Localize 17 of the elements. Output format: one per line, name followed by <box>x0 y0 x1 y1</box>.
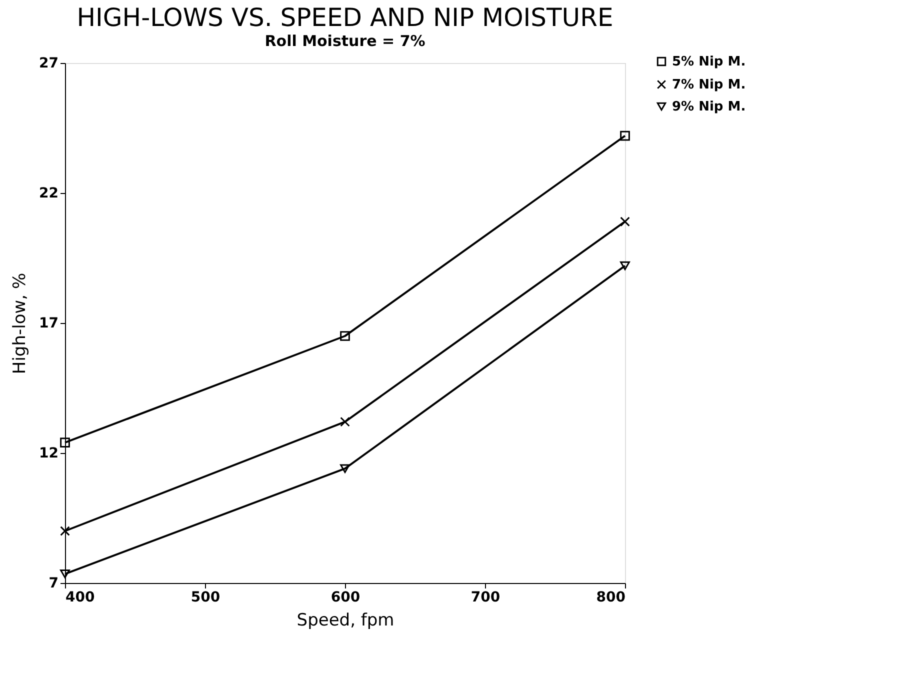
x-tick-label: 400 <box>66 590 95 606</box>
chart-title: HIGH-LOWS VS. SPEED AND NIP MOISTURE <box>76 3 614 32</box>
y-tick-label: 17 <box>39 316 58 332</box>
x-tick-label: 700 <box>470 590 500 606</box>
legend-label: 9% Nip M. <box>672 100 746 114</box>
y-axis-title: High-low, % <box>10 272 30 374</box>
x-tick-label: 500 <box>190 590 220 606</box>
y-tick-label: 7 <box>48 576 58 592</box>
y-tick-label: 22 <box>39 186 58 202</box>
y-tick-label: 12 <box>39 446 58 462</box>
legend-label: 5% Nip M. <box>672 54 746 70</box>
x-tick-label: 600 <box>330 590 360 606</box>
y-tick-label: 27 <box>39 56 58 72</box>
x-tick-label: 800 <box>596 590 626 606</box>
x-axis-title: Speed, fpm <box>296 610 394 630</box>
legend-label: 7% Nip M. <box>672 78 746 92</box>
chart-subtitle: Roll Moisture = 7% <box>264 32 426 50</box>
